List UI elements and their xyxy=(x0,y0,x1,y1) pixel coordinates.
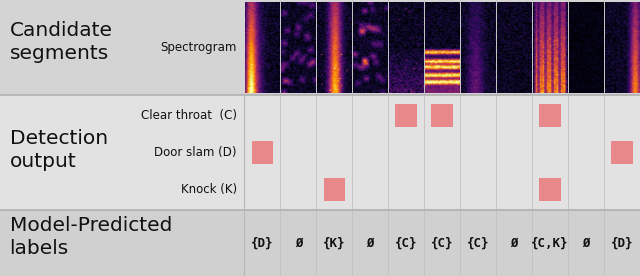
Text: {D}: {D} xyxy=(611,236,633,250)
Text: {C}: {C} xyxy=(467,236,490,250)
Text: {C}: {C} xyxy=(431,236,454,250)
Text: Candidate
segments: Candidate segments xyxy=(10,21,113,63)
Bar xyxy=(540,104,561,127)
Bar xyxy=(324,178,345,201)
Text: Ø: Ø xyxy=(582,236,590,250)
Text: {K}: {K} xyxy=(323,236,346,250)
Bar xyxy=(540,178,561,201)
Bar xyxy=(0,210,640,276)
Text: Door slam (D): Door slam (D) xyxy=(154,146,237,159)
Bar xyxy=(431,104,453,127)
Text: Ø: Ø xyxy=(367,236,374,250)
Text: {C,K}: {C,K} xyxy=(531,236,569,250)
Text: Detection
output: Detection output xyxy=(10,129,108,171)
Text: {D}: {D} xyxy=(252,236,274,250)
Text: Ø: Ø xyxy=(294,236,302,250)
Text: Knock (K): Knock (K) xyxy=(180,183,237,196)
Text: Spectrogram: Spectrogram xyxy=(161,41,237,54)
Bar xyxy=(0,95,640,210)
Text: Clear throat  (C): Clear throat (C) xyxy=(141,109,237,122)
Bar xyxy=(252,141,273,164)
Text: Model-Predicted
labels: Model-Predicted labels xyxy=(10,216,172,258)
Text: Ø: Ø xyxy=(511,236,518,250)
Text: {C}: {C} xyxy=(395,236,417,250)
Bar xyxy=(611,141,633,164)
Bar xyxy=(0,0,640,95)
Bar xyxy=(396,104,417,127)
